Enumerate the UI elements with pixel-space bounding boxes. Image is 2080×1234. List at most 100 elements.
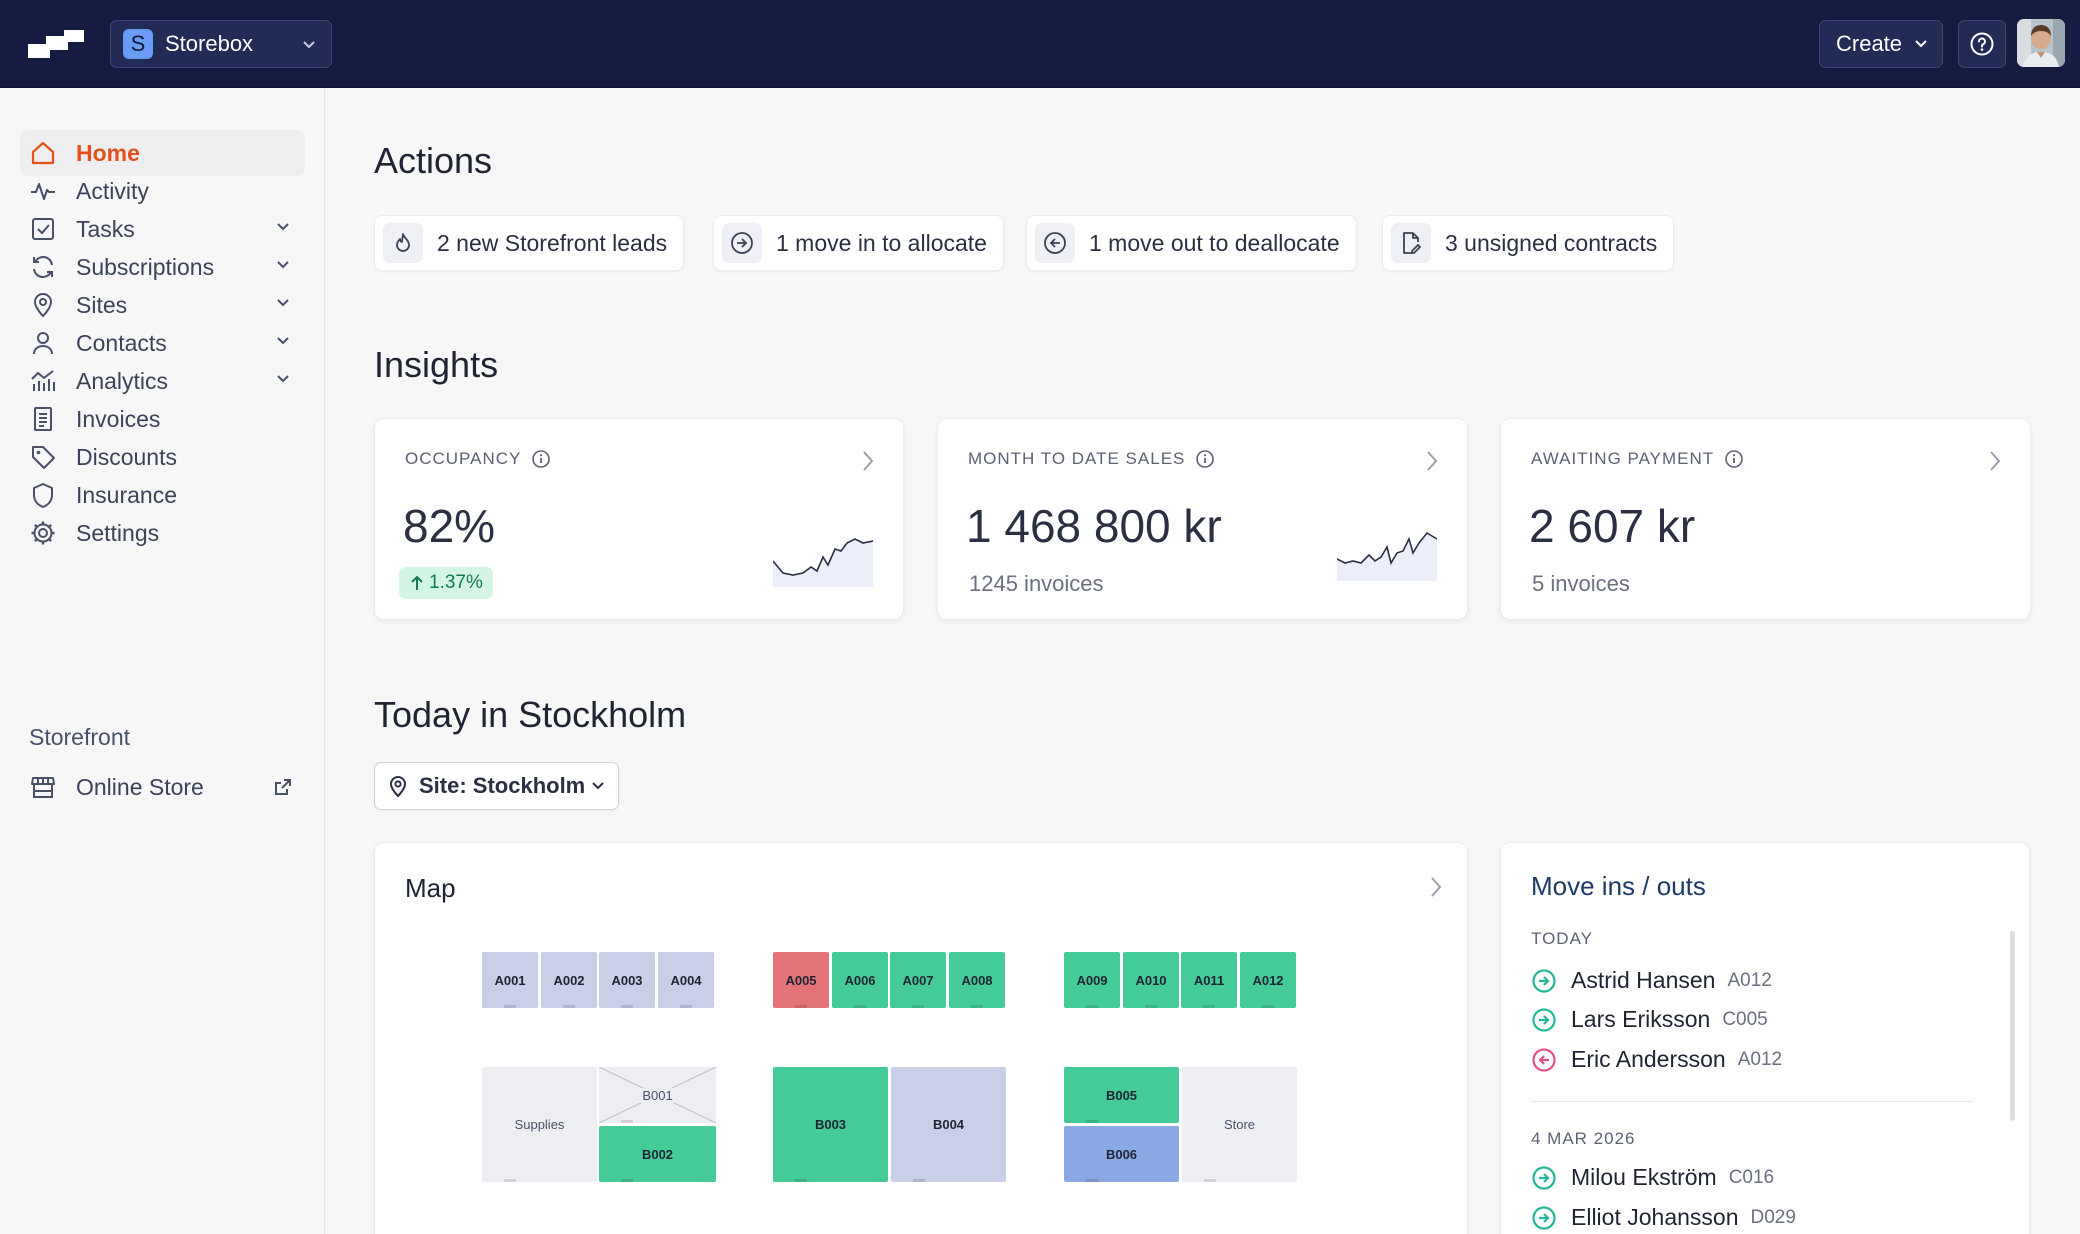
map-card: Map A001 A002 A003 A004 A005 A006 A007 A… [374, 842, 1468, 1234]
store-icon [28, 772, 58, 802]
area-store: Store [1182, 1067, 1297, 1182]
chevron-down-icon[interactable] [275, 373, 291, 385]
site-filter-label: Site: Stockholm [419, 773, 586, 798]
action-move-out[interactable]: 1 move out to deallocate [1026, 215, 1357, 271]
insight-value: 1 468 800 kr [966, 500, 1222, 552]
sidebar-item-online-store[interactable]: Online Store [20, 764, 305, 810]
sidebar-item-label: Invoices [76, 405, 161, 432]
move-entry[interactable]: Milou Ekström C016 [1531, 1164, 1774, 1191]
unit-a003[interactable]: A003 [599, 952, 655, 1008]
unit-a002[interactable]: A002 [541, 952, 597, 1008]
contract-icon [1391, 223, 1431, 263]
info-icon[interactable] [1195, 449, 1215, 469]
today-heading: Today in Stockholm [374, 694, 687, 735]
sidebar-item-analytics[interactable]: Analytics [20, 358, 305, 404]
action-unsigned-contracts[interactable]: 3 unsigned contracts [1382, 215, 1675, 271]
action-label: 1 move in to allocate [776, 229, 987, 256]
unit-a004[interactable]: A004 [658, 952, 714, 1008]
moves-card: Move ins / outs TODAY Astrid Hansen A012… [1500, 842, 2030, 1234]
site-filter-dropdown[interactable]: Site: Stockholm [374, 762, 619, 810]
chevron-down-icon[interactable] [275, 297, 291, 309]
info-icon[interactable] [531, 449, 551, 469]
user-avatar[interactable] [2017, 19, 2065, 67]
move-entry[interactable]: Eric Andersson A012 [1531, 1046, 1782, 1073]
insight-card-awaiting-payment[interactable]: AWAITING PAYMENT 2 607 kr 5 invoices [1500, 418, 2031, 620]
sidebar-item-label: Subscriptions [76, 253, 215, 280]
divider [1531, 1101, 1973, 1102]
move-entry[interactable]: Elliot Johansson D029 [1531, 1204, 1796, 1231]
move-in-icon [1532, 1007, 1556, 1032]
sparkline [773, 538, 873, 587]
workspace-switcher[interactable]: S Storebox [110, 20, 332, 68]
arrow-in-icon [722, 223, 762, 263]
sidebar-item-label: Home [76, 139, 140, 166]
sidebar-item-settings[interactable]: Settings [20, 510, 305, 556]
chevron-down-icon[interactable] [275, 259, 291, 271]
unit-b006[interactable]: B006 [1064, 1126, 1179, 1182]
unit-b005[interactable]: B005 [1064, 1067, 1179, 1123]
unit-a007[interactable]: A007 [890, 952, 946, 1008]
sidebar-item-activity[interactable]: Activity [20, 168, 305, 214]
chevron-right-icon[interactable] [1425, 449, 1439, 473]
sidebar-item-label: Settings [76, 519, 160, 546]
create-button[interactable]: Create [1819, 20, 1943, 68]
sidebar-item-invoices[interactable]: Invoices [20, 396, 305, 442]
unit-a006[interactable]: A006 [832, 952, 888, 1008]
move-entry[interactable]: Lars Eriksson C005 [1531, 1006, 1768, 1033]
workspace-badge: S [123, 29, 153, 59]
sidebar-item-sites[interactable]: Sites [20, 282, 305, 328]
unit-a009[interactable]: A009 [1064, 952, 1120, 1008]
actions-heading: Actions [374, 140, 493, 181]
action-move-in[interactable]: 1 move in to allocate [713, 215, 1004, 271]
insight-label-text: MONTH TO DATE SALES [968, 449, 1186, 468]
sidebar-item-label: Analytics [76, 367, 169, 394]
unit-a012[interactable]: A012 [1240, 952, 1296, 1008]
chevron-right-icon[interactable] [1988, 449, 2002, 473]
unit-b004[interactable]: B004 [891, 1067, 1006, 1182]
unit-a010[interactable]: A010 [1123, 952, 1179, 1008]
checkbox-icon [28, 214, 58, 244]
sidebar-item-label: Sites [76, 291, 128, 318]
unit-b001[interactable]: B001 [599, 1067, 716, 1123]
move-name: Eric Andersson [1571, 1046, 1726, 1072]
move-entry[interactable]: Astrid Hansen A012 [1531, 967, 1772, 994]
unit-b002[interactable]: B002 [599, 1126, 716, 1182]
info-icon[interactable] [1724, 449, 1744, 469]
scrollbar[interactable] [2010, 931, 2015, 1121]
sidebar-item-tasks[interactable]: Tasks [20, 206, 305, 252]
insight-label: MONTH TO DATE SALES [968, 449, 1215, 469]
insight-card-occupancy[interactable]: OCCUPANCY 82% 1.37% [374, 418, 904, 620]
top-bar: S Storebox Create [0, 0, 2080, 88]
unit-b003[interactable]: B003 [773, 1067, 888, 1182]
map-pin-icon [28, 290, 58, 320]
chevron-right-icon[interactable] [1429, 875, 1443, 899]
area-supplies: Supplies [482, 1067, 597, 1182]
unit-a008[interactable]: A008 [949, 952, 1005, 1008]
unit-a011[interactable]: A011 [1181, 952, 1237, 1008]
sidebar-item-insurance[interactable]: Insurance [20, 472, 305, 518]
chevron-right-icon[interactable] [861, 449, 875, 473]
chevron-down-icon[interactable] [275, 335, 291, 347]
action-label: 2 new Storefront leads [437, 229, 668, 256]
unit-a001[interactable]: A001 [482, 952, 538, 1008]
insight-value: 2 607 kr [1529, 500, 1696, 552]
sidebar-section-storefront: Storefront [29, 724, 130, 750]
move-in-icon [1532, 1165, 1556, 1190]
sidebar-item-subscriptions[interactable]: Subscriptions [20, 244, 305, 290]
help-button[interactable] [1958, 20, 2006, 68]
sidebar-item-discounts[interactable]: Discounts [20, 434, 305, 480]
moves-title: Move ins / outs [1531, 871, 1706, 901]
move-unit: D029 [1750, 1206, 1796, 1228]
sidebar-item-contacts[interactable]: Contacts [20, 320, 305, 366]
sidebar-item-home[interactable]: Home [20, 130, 305, 176]
sidebar-item-label: Insurance [76, 481, 178, 508]
insight-card-sales[interactable]: MONTH TO DATE SALES 1 468 800 kr 1245 in… [937, 418, 1468, 620]
app-logo-icon[interactable] [28, 30, 84, 60]
home-icon [28, 138, 58, 168]
unit-a005[interactable]: A005 [773, 952, 829, 1008]
chevron-down-icon[interactable] [275, 221, 291, 233]
external-link-icon[interactable] [273, 777, 293, 797]
action-storefront-leads[interactable]: 2 new Storefront leads [374, 215, 685, 271]
insight-subtext: 5 invoices [1532, 571, 1630, 596]
map-title: Map [405, 873, 456, 903]
